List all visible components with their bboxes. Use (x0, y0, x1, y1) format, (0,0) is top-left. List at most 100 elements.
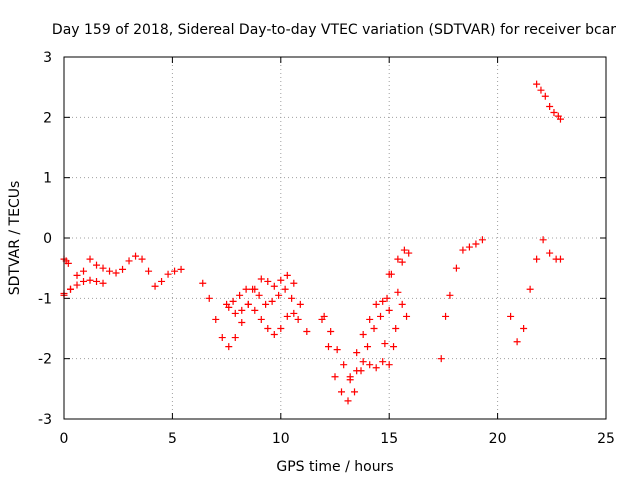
data-point (507, 312, 515, 320)
data-point (392, 325, 400, 332)
x-tick-label: 25 (597, 431, 615, 447)
data-point (86, 255, 94, 263)
data-point (383, 294, 391, 302)
data-point (249, 285, 257, 293)
data-point (533, 80, 541, 88)
data-point (288, 294, 296, 302)
data-point (275, 291, 283, 299)
series-seg5 (223, 285, 302, 323)
data-point (303, 328, 311, 336)
data-point (231, 334, 239, 342)
data-point (225, 343, 233, 351)
data-point (372, 364, 380, 372)
data-point (73, 271, 81, 279)
data-point (533, 255, 541, 263)
series-seg11 (437, 236, 486, 363)
data-point (394, 288, 402, 296)
data-point (283, 312, 291, 320)
data-point (257, 315, 265, 323)
data-point (385, 306, 393, 314)
data-point (264, 277, 272, 285)
data-point (158, 277, 166, 285)
data-point (331, 373, 339, 381)
data-point (93, 261, 101, 269)
data-point (268, 297, 276, 305)
data-point (171, 267, 179, 275)
data-point (379, 297, 387, 305)
data-point (238, 306, 246, 314)
data-point (119, 265, 127, 273)
data-point (333, 346, 341, 354)
series-seg7 (318, 246, 413, 405)
data-point (106, 267, 114, 275)
series-seg13 (533, 80, 564, 123)
data-point (80, 267, 88, 275)
data-point (80, 277, 88, 285)
data-point (231, 309, 239, 317)
data-point (359, 331, 367, 339)
data-point (359, 358, 367, 366)
data-point (251, 306, 259, 314)
data-point (478, 236, 486, 244)
y-tick-label: 0 (43, 231, 52, 247)
y-tick-label: 2 (43, 110, 52, 126)
data-point (290, 309, 298, 317)
data-point (255, 291, 263, 299)
data-point (398, 300, 406, 308)
data-point (327, 328, 335, 336)
data-points (60, 80, 564, 405)
data-point (164, 270, 172, 278)
y-tick-label: -1 (38, 291, 52, 307)
data-point (294, 315, 302, 323)
data-point (437, 355, 445, 363)
data-point (344, 397, 352, 405)
data-point (86, 276, 94, 284)
data-point (225, 303, 233, 311)
data-point (283, 271, 291, 279)
data-point (370, 325, 378, 332)
plot-frame (63, 56, 607, 420)
data-point (73, 281, 81, 289)
data-point (132, 252, 140, 260)
data-point (236, 291, 244, 299)
data-point (112, 269, 120, 277)
x-axis-label: GPS time / hours (276, 459, 393, 475)
data-point (340, 361, 348, 369)
data-point (526, 285, 534, 293)
data-point (556, 115, 564, 123)
data-point (442, 312, 450, 320)
data-point (244, 300, 252, 308)
data-point (394, 255, 402, 263)
data-point (242, 285, 250, 293)
data-point (64, 259, 72, 267)
data-point (385, 361, 393, 369)
data-point (338, 388, 346, 396)
series-seg3 (60, 276, 107, 298)
data-point (539, 236, 547, 244)
data-point (353, 367, 361, 375)
y-tick-label: -3 (38, 412, 52, 428)
data-point (67, 285, 75, 293)
series-seg1 (60, 255, 72, 267)
data-point (546, 249, 554, 257)
data-point (472, 240, 480, 248)
data-point (556, 255, 564, 263)
data-point (151, 282, 159, 290)
data-point (257, 275, 265, 283)
y-axis-label: SDTVAR / TECUs (7, 181, 23, 296)
data-point (541, 92, 549, 100)
data-point (377, 312, 385, 320)
x-tick-label: 10 (272, 431, 290, 447)
data-point (145, 267, 153, 275)
x-tick-label: 20 (489, 431, 507, 447)
data-point (264, 325, 272, 332)
data-point (205, 294, 213, 302)
data-point (546, 102, 554, 110)
data-point (381, 340, 389, 348)
x-tick-label: 5 (168, 431, 177, 447)
data-point (372, 300, 380, 308)
data-point (520, 325, 528, 332)
grid (64, 57, 606, 419)
data-point (537, 86, 545, 94)
